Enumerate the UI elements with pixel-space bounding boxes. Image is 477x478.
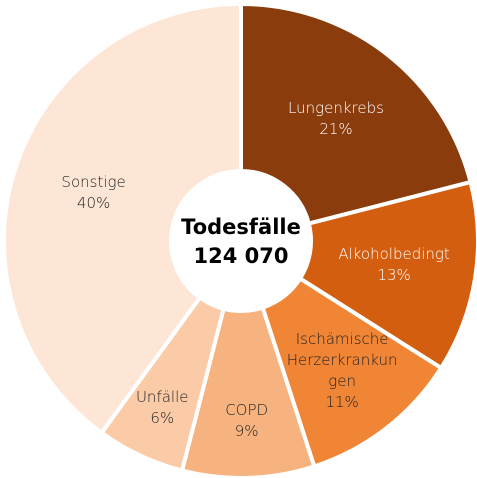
slice-label: Ischämische Herzerkrankungen 11% [286, 329, 398, 413]
value-label: 6% [150, 409, 175, 428]
value-label: 13% [377, 266, 411, 285]
category-label: Unfälle [135, 388, 189, 407]
value-label: 11% [325, 393, 359, 412]
category-label: Alkoholbedingt [338, 245, 450, 264]
category-label: Sonstige [61, 173, 126, 192]
slice-label: Lungenkrebs 21% [288, 98, 384, 140]
category-label: COPD [225, 400, 269, 419]
category-label: Lungenkrebs [288, 98, 384, 117]
slice-label: Alkoholbedingt 13% [338, 244, 449, 286]
value-label: 21% [319, 119, 353, 138]
center-label: Todesfälle 124 070 [181, 213, 301, 271]
center-title: Todesfälle [181, 215, 301, 239]
slice-label: Sonstige 40% [61, 172, 125, 214]
donut-hole [171, 171, 311, 311]
slice-label: COPD 9% [225, 400, 268, 442]
value-label: 9% [234, 421, 259, 440]
slice-label: Unfälle 6% [136, 387, 189, 429]
value-label: 40% [76, 194, 111, 213]
category-label: Ischämische Herzerkrankungen [286, 330, 398, 391]
center-value: 124 070 [193, 244, 289, 268]
